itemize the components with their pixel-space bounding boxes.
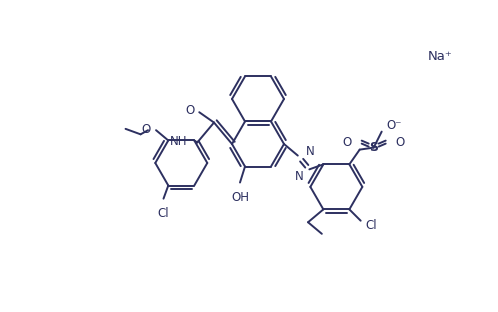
- Text: O⁻: O⁻: [386, 119, 402, 132]
- Text: Na⁺: Na⁺: [428, 51, 452, 64]
- Text: NH: NH: [170, 135, 187, 148]
- Text: Cl: Cl: [366, 219, 377, 232]
- Text: S: S: [369, 141, 378, 154]
- Text: Cl: Cl: [158, 207, 169, 220]
- Text: O: O: [396, 136, 405, 149]
- Text: N: N: [306, 145, 315, 158]
- Text: O: O: [142, 123, 151, 136]
- Text: OH: OH: [231, 191, 249, 203]
- Text: O: O: [343, 136, 352, 149]
- Text: N: N: [295, 170, 303, 183]
- Text: O: O: [185, 104, 194, 117]
